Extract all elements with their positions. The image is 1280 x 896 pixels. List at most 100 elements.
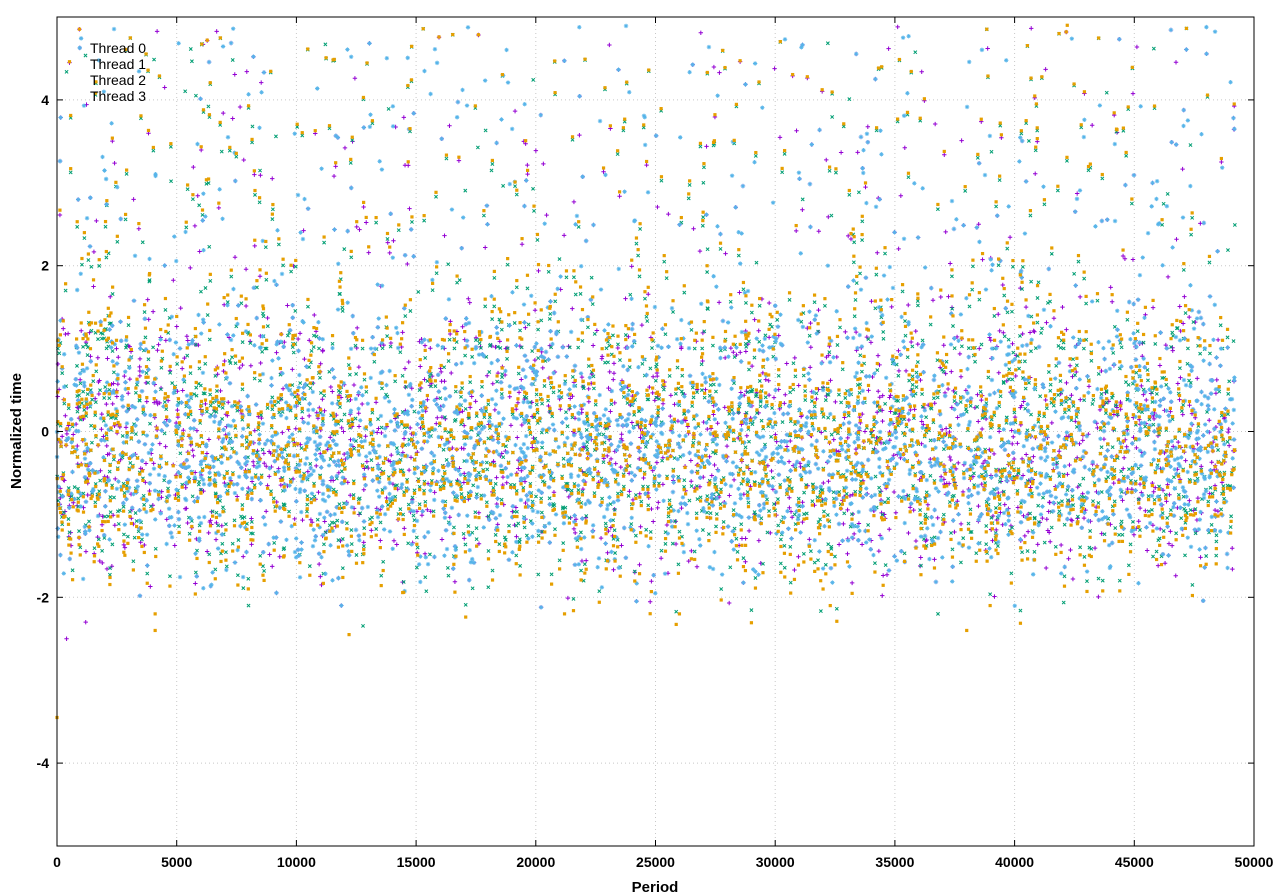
- thread-0-point: [843, 329, 848, 335]
- thread-0-point: [1047, 500, 1052, 505]
- thread-0-point: [1029, 26, 1034, 31]
- thread-0-point: [305, 469, 311, 474]
- thread-0-point: [519, 377, 524, 382]
- thread-0-point: [1020, 473, 1026, 478]
- thread-0-point: [688, 479, 694, 484]
- thread-0-point: [701, 419, 706, 425]
- thread-0-point: [385, 240, 390, 245]
- thread-0-point: [906, 417, 912, 423]
- thread-0-point: [1010, 441, 1015, 447]
- thread-0-point: [402, 366, 408, 371]
- thread-0-point: [514, 534, 519, 539]
- thread-0-point: [163, 444, 168, 449]
- thread-0-point: [919, 441, 924, 446]
- thread-0-point: [1195, 376, 1200, 381]
- thread-0-point: [1137, 505, 1143, 511]
- thread-0-point: [522, 479, 528, 484]
- thread-0-point: [673, 541, 679, 547]
- thread-0-point: [649, 506, 654, 512]
- thread-0-point: [96, 379, 101, 385]
- thread-0-point: [155, 348, 160, 353]
- thread-0-point: [896, 246, 901, 252]
- thread-0-point: [1064, 327, 1069, 332]
- thread-0-point: [607, 42, 612, 48]
- thread-0-point: [1163, 342, 1169, 348]
- thread-0-point: [946, 294, 951, 299]
- thread-0-point: [447, 515, 453, 520]
- thread-0-point: [461, 480, 467, 485]
- thread-0-point: [1010, 341, 1015, 346]
- thread-0-point: [113, 476, 118, 482]
- thread-0-point: [91, 249, 97, 255]
- thread-0-point: [219, 523, 225, 528]
- thread-0-point: [232, 72, 237, 77]
- thread-0-point: [1069, 393, 1074, 398]
- thread-0-point: [579, 374, 585, 380]
- thread-0-point: [467, 300, 472, 305]
- thread-0-point: [952, 529, 957, 535]
- thread-0-point: [500, 474, 506, 480]
- thread-0-point: [1173, 573, 1178, 578]
- thread-0-point: [95, 355, 101, 360]
- thread-0-point: [425, 507, 430, 512]
- thread-0-point: [875, 353, 881, 358]
- thread-0-point: [270, 176, 275, 181]
- thread-0-point: [154, 399, 159, 404]
- thread-0-point: [787, 505, 792, 510]
- thread-0-point: [608, 409, 613, 414]
- thread-0-point: [300, 517, 305, 523]
- thread-0-point: [1121, 466, 1126, 471]
- thread-0-point: [157, 400, 162, 406]
- thread-0-point: [723, 251, 728, 256]
- thread-0-point: [715, 421, 720, 426]
- thread-0-point: [606, 385, 611, 391]
- thread-0-point: [351, 382, 357, 388]
- thread-0-point: [876, 548, 882, 554]
- thread-0-point: [988, 338, 993, 343]
- thread-0-point: [561, 233, 567, 238]
- thread-0-point: [853, 446, 859, 452]
- thread-0-point: [259, 80, 264, 85]
- thread-0-point: [1047, 530, 1052, 535]
- thread-0-point: [921, 422, 926, 427]
- thread-0-point: [122, 373, 127, 379]
- thread-0-point: [157, 441, 163, 446]
- thread-0-point: [784, 361, 789, 366]
- thread-0-point: [316, 490, 321, 495]
- thread-0-point: [1157, 526, 1163, 532]
- thread-0-point: [226, 335, 232, 340]
- thread-0-point: [1068, 547, 1073, 553]
- thread-0-point: [449, 370, 454, 376]
- thread-0-point: [101, 434, 106, 439]
- thread-0-point: [63, 413, 68, 418]
- thread-0-point: [876, 389, 881, 394]
- thread-0-point: [717, 70, 722, 75]
- thread-0-point: [226, 400, 231, 405]
- thread-0-point: [977, 346, 982, 351]
- thread-0-point: [191, 164, 196, 170]
- thread-0-point: [1121, 455, 1127, 460]
- thread-0-point: [312, 312, 317, 318]
- thread-0-point: [356, 424, 362, 429]
- thread-0-point: [814, 396, 819, 402]
- thread-0-point: [618, 464, 624, 470]
- thread-0-point: [619, 432, 624, 437]
- thread-0-point: [237, 104, 243, 110]
- thread-0-point: [110, 513, 116, 518]
- thread-0-point: [460, 324, 465, 329]
- thread-0-point: [214, 29, 219, 34]
- thread-0-point: [975, 392, 980, 397]
- thread-0-point: [230, 116, 235, 121]
- thread-0-point: [362, 466, 367, 471]
- thread-0-point: [188, 265, 193, 271]
- thread-0-point: [1177, 304, 1182, 309]
- thread-0-point: [194, 428, 200, 433]
- thread-0-point: [712, 462, 717, 468]
- thread-0-point: [711, 64, 717, 70]
- thread-0-point: [162, 85, 167, 90]
- thread-0-point: [282, 339, 287, 345]
- thread-0-point: [206, 437, 212, 442]
- thread-0-point: [709, 473, 714, 478]
- thread-0-point: [241, 157, 246, 163]
- thread-0-point: [307, 338, 312, 343]
